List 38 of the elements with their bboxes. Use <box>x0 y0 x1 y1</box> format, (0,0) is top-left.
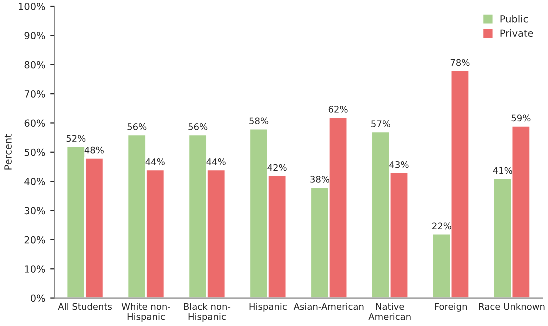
y-tick-label: 90% <box>24 32 46 40</box>
data-label: 38% <box>310 176 330 183</box>
y-tick-label: 10% <box>25 266 46 273</box>
data-label: 58% <box>250 118 269 125</box>
data-label: 44% <box>146 158 165 166</box>
x-tick-label: Race Unknown <box>479 303 545 310</box>
y-tick-label: 100% <box>19 3 46 10</box>
y-axis-title: Percent <box>4 134 12 170</box>
y-tick-label: 20% <box>24 236 46 244</box>
y-tick-label: 50% <box>24 148 46 156</box>
x-tick-label: White non- Hispanic <box>122 303 170 322</box>
y-tick-label: 60% <box>24 120 46 128</box>
data-label: 57% <box>372 120 390 128</box>
x-tick-label: Hispanic <box>250 303 287 312</box>
data-label: 59% <box>512 114 531 122</box>
x-tick-label: Native American <box>368 303 411 320</box>
x-tick-label: Foreign <box>435 303 468 312</box>
data-label: 52% <box>66 135 86 142</box>
data-label: 43% <box>390 161 409 168</box>
data-label: 22% <box>432 222 452 230</box>
data-label: 48% <box>84 146 104 154</box>
y-tick-label: 0% <box>30 294 46 302</box>
x-tick-label: Asian-American <box>294 303 364 310</box>
y-tick-label: 30% <box>24 207 46 215</box>
data-label: 41% <box>493 167 512 174</box>
data-label: 42% <box>268 164 287 172</box>
y-tick-label: 80% <box>24 61 46 69</box>
x-tick-label: Black non- Hispanic <box>184 303 231 322</box>
data-label: 78% <box>450 59 470 66</box>
data-label: 44% <box>206 158 226 166</box>
data-label: 56% <box>128 124 147 130</box>
y-tick-label: 70% <box>24 90 46 98</box>
data-label: 56% <box>188 124 208 130</box>
legend-label: Private <box>500 30 534 38</box>
y-tick-label: 40% <box>24 178 46 186</box>
data-label: 62% <box>328 106 348 113</box>
legend-label: Public <box>500 15 528 23</box>
x-tick-label: All Students <box>58 303 112 310</box>
